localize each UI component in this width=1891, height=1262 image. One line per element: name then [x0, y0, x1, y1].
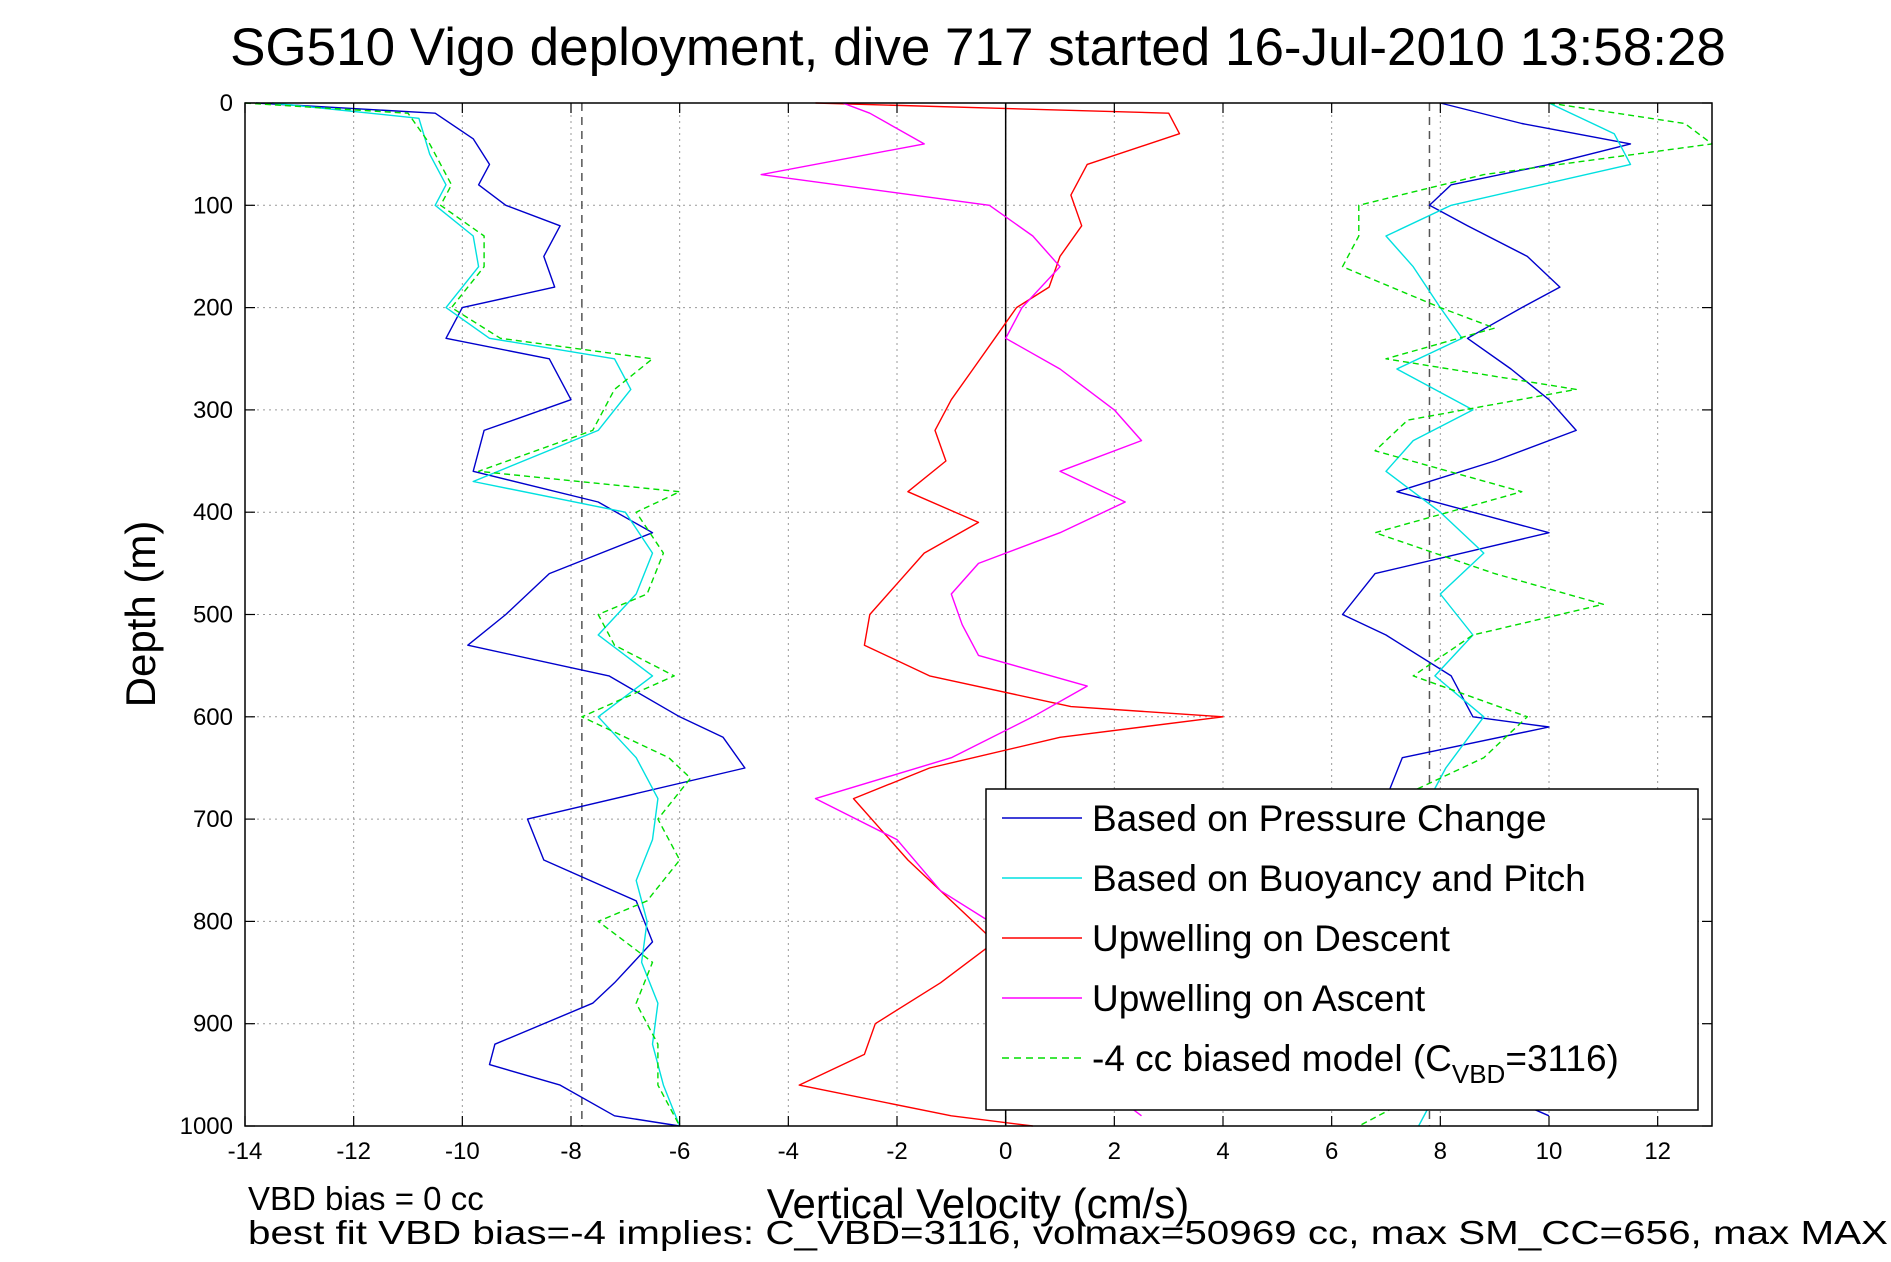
- legend-label: Upwelling on Descent: [1092, 918, 1451, 959]
- y-tick-label: 700: [193, 806, 233, 833]
- y-tick-label: 400: [193, 499, 233, 526]
- x-tick-label: -4: [778, 1138, 799, 1165]
- annotation-vbd-bias: VBD bias = 0 cc: [248, 1180, 484, 1217]
- x-tick-label: -10: [445, 1138, 480, 1165]
- y-tick-label: 600: [193, 704, 233, 731]
- y-tick-label: 1000: [180, 1113, 233, 1140]
- y-tick-label: 0: [220, 90, 233, 117]
- chart-title: SG510 Vigo deployment, dive 717 started …: [230, 18, 1726, 77]
- x-axis-label: Vertical Velocity (cm/s): [767, 1180, 1189, 1227]
- y-tick-label: 300: [193, 397, 233, 424]
- legend: Based on Pressure Change Based on Buoyan…: [985, 788, 1699, 1111]
- ticks: [244, 102, 1712, 1127]
- y-tick-label: 100: [193, 192, 233, 219]
- legend-label: Based on Buoyancy and Pitch: [1092, 858, 1586, 899]
- series-line-4-cc-biased-model-c-vbd-3116: [1341, 102, 1713, 1127]
- x-tick-label: -14: [228, 1138, 263, 1165]
- series-line-4-cc-biased-model-c-vbd-3116: [244, 102, 692, 1127]
- x-tick-label: 4: [1216, 1138, 1229, 1165]
- legend-entry-descent: Upwelling on Descent: [1002, 918, 1451, 959]
- annotation-best-fit: best fit VBD bias=-4 implies: C_VBD=3116…: [248, 1214, 1888, 1251]
- x-tick-label: 2: [1108, 1138, 1121, 1165]
- x-tick-label: 8: [1434, 1138, 1447, 1165]
- legend-label-tail: =3116): [1505, 1038, 1619, 1079]
- legend-entry-pressure: Based on Pressure Change: [1002, 798, 1547, 839]
- x-tick-label: 0: [999, 1138, 1012, 1165]
- legend-label: -4 cc biased model (CVBD=3116): [1092, 1038, 1619, 1089]
- x-tick-label: -12: [336, 1138, 371, 1165]
- legend-label: Based on Pressure Change: [1092, 798, 1547, 839]
- series-line-based-on-buoyancy-and-pitch: [272, 102, 681, 1127]
- x-tick-label: -6: [669, 1138, 690, 1165]
- y-tick-label: 800: [193, 908, 233, 935]
- x-tick-label: -2: [886, 1138, 907, 1165]
- series-line-upwelling-on-ascent: [760, 102, 1143, 1117]
- x-tick-label: 12: [1644, 1138, 1671, 1165]
- y-tick-label: 900: [193, 1011, 233, 1038]
- plot-area: -14 -12 -10 -8 -6 -4 -2 0 2 4 6 8 10 12 0 100 200 300 400…: [180, 90, 1713, 1165]
- x-tick-label: 6: [1325, 1138, 1338, 1165]
- x-tick-label: 10: [1536, 1138, 1563, 1165]
- x-tick-labels: -14 -12 -10 -8 -6 -4 -2 0 2 4 6 8 10 12: [228, 1138, 1671, 1165]
- series-line-based-on-pressure-change: [255, 102, 746, 1127]
- y-tick-label: 500: [193, 602, 233, 629]
- legend-entry-buoyancy: Based on Buoyancy and Pitch: [1002, 858, 1586, 899]
- y-tick-label: 200: [193, 295, 233, 322]
- legend-entry-ascent: Upwelling on Ascent: [1002, 978, 1426, 1019]
- legend-label-sub: VBD: [1452, 1059, 1505, 1089]
- x-tick-label: -8: [560, 1138, 581, 1165]
- legend-box: [985, 788, 1699, 1111]
- legend-label: Upwelling on Ascent: [1092, 978, 1426, 1019]
- y-tick-labels: 0 100 200 300 400 500 600 700 800 900 1000: [180, 90, 233, 1140]
- y-axis-label: Depth (m): [117, 521, 164, 708]
- legend-entry-biased-model: -4 cc biased model (CVBD=3116): [1002, 1038, 1619, 1089]
- legend-label-main: -4 cc biased model (C: [1092, 1038, 1452, 1079]
